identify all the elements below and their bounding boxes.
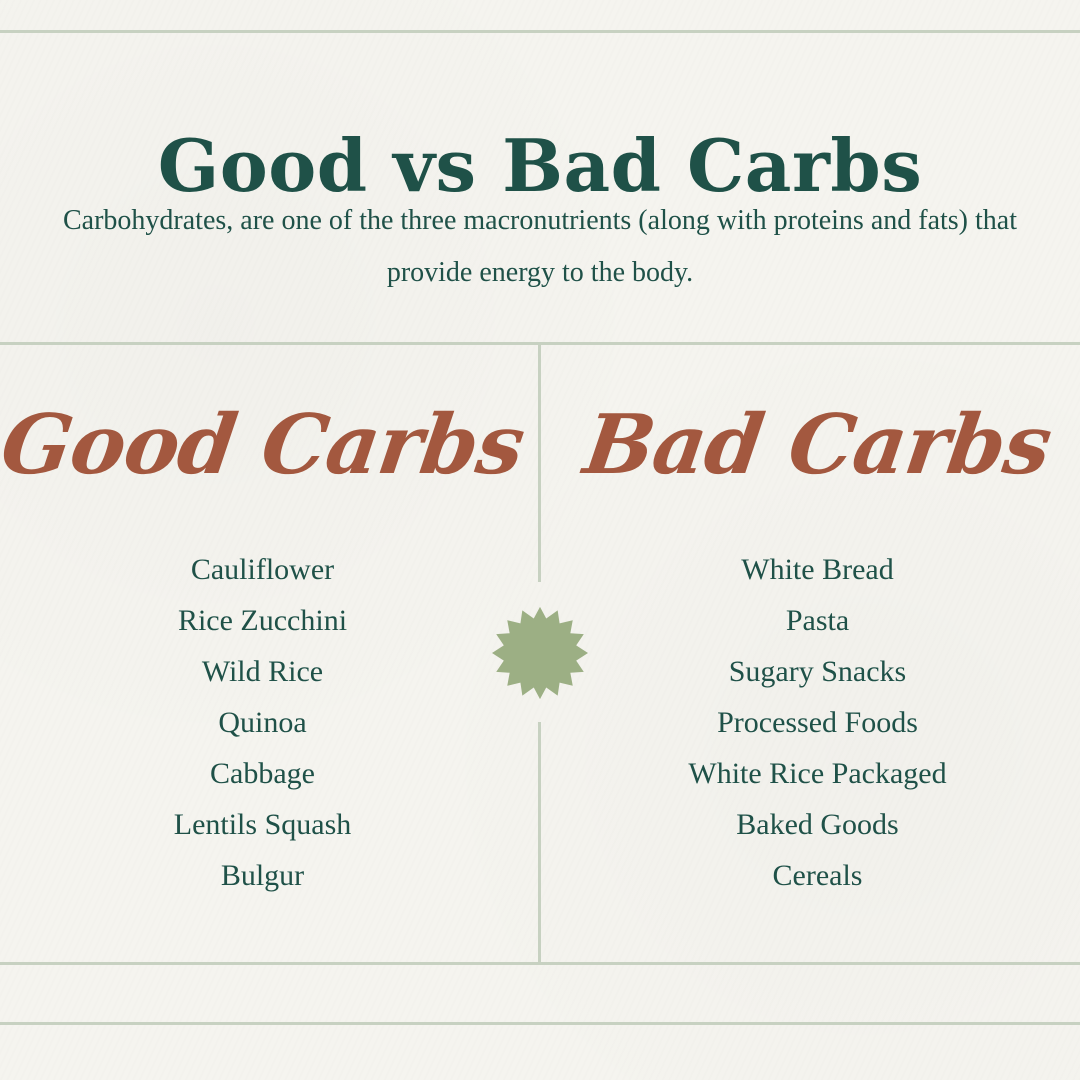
bad-carbs-heading: Bad Carbs <box>578 397 1057 493</box>
list-item: Processed Foods <box>717 706 918 739</box>
list-item: Sugary Snacks <box>728 655 907 688</box>
intro-text: Carbohydrates, are one of the three macr… <box>62 205 1017 288</box>
good-carbs-list: Cauliflower Rice Zucchini Wild Rice Quin… <box>0 544 525 901</box>
list-item: Cauliflower <box>190 553 335 586</box>
list-item: Rice Zucchini <box>177 604 348 637</box>
list-item: Wild Rice <box>201 655 324 688</box>
starburst-icon <box>492 606 588 700</box>
bad-carbs-column: Bad Carbs White Bread Pasta Sugary Snack… <box>555 380 1080 901</box>
list-item: Bulgur <box>220 859 305 892</box>
column-divider-lower <box>538 722 541 963</box>
starburst-shape <box>492 606 588 700</box>
list-item: White Rice Packaged <box>688 757 947 790</box>
bad-carbs-list: White Bread Pasta Sugary Snacks Processe… <box>555 544 1080 901</box>
list-item: Baked Goods <box>736 808 899 841</box>
good-carbs-heading: Good Carbs <box>0 397 530 493</box>
lower-rule <box>0 962 1080 965</box>
top-rule <box>0 30 1080 33</box>
list-item: White Bread <box>741 553 894 586</box>
middle-rule <box>0 342 1080 345</box>
list-item: Quinoa <box>218 706 307 739</box>
list-item: Cereals <box>772 859 863 892</box>
page-title: Good vs Bad Carbs <box>157 123 923 209</box>
list-item: Lentils Squash <box>173 808 352 841</box>
list-item: Cabbage <box>210 757 315 790</box>
good-carbs-column: Good Carbs Cauliflower Rice Zucchini Wil… <box>0 380 529 901</box>
column-divider-upper <box>538 345 541 582</box>
list-item: Pasta <box>785 604 850 637</box>
bottom-rule <box>0 1022 1080 1025</box>
